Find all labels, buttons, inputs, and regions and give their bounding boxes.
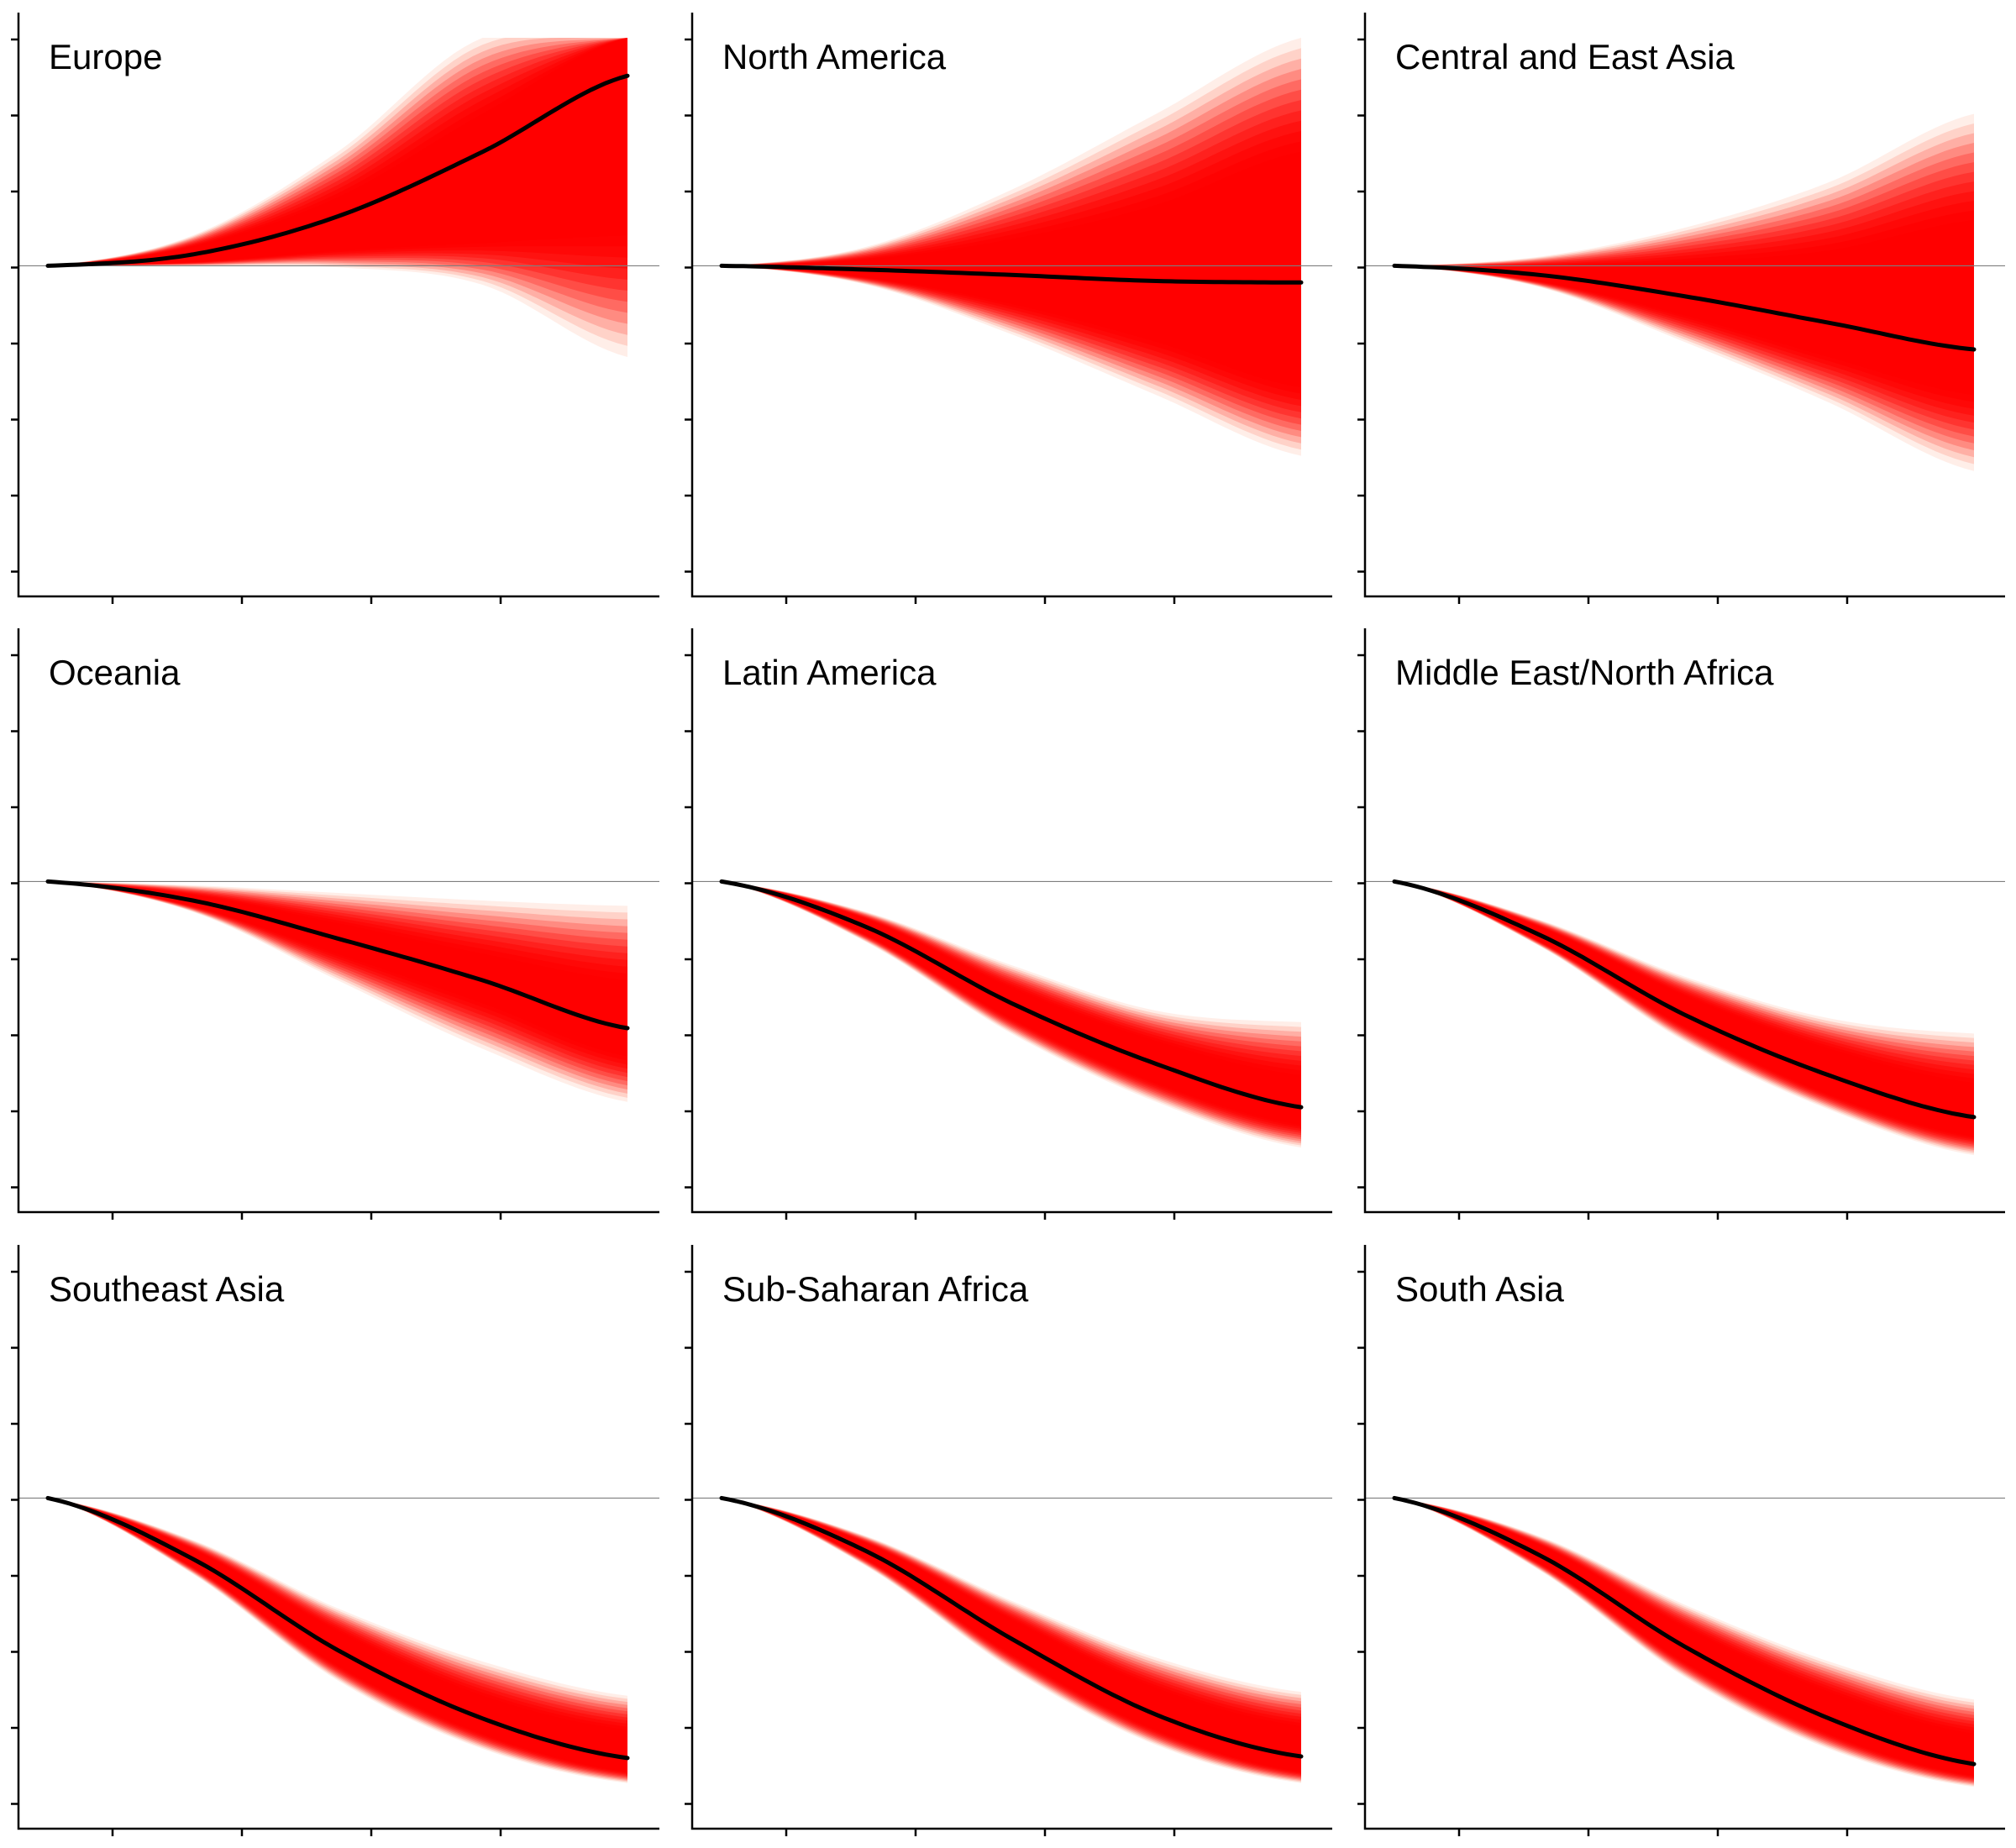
- fan-core: [48, 881, 627, 1057]
- median-line: [45, 1495, 630, 1761]
- fan-bands: [48, 881, 627, 1102]
- panel-title: North America: [722, 37, 947, 76]
- panel-title: Oceania: [49, 653, 181, 692]
- axes: [1363, 13, 2005, 598]
- panel-8: South Asia: [1357, 1245, 2005, 1836]
- axes: [17, 1245, 659, 1830]
- median-line: [1392, 263, 1977, 352]
- axes: [690, 628, 1332, 1214]
- median-line: [719, 1495, 1304, 1759]
- panel-title: Central and East Asia: [1395, 37, 1735, 76]
- panel-7: Sub-Saharan Africa: [685, 1245, 1332, 1836]
- median-line: [719, 879, 1304, 1110]
- median-line: [45, 73, 630, 268]
- axes: [17, 628, 659, 1214]
- axes: [1363, 1245, 2005, 1830]
- fan-bands: [48, 1498, 627, 1783]
- fan-bands: [1394, 113, 1974, 471]
- fan-core: [722, 151, 1301, 388]
- axes: [690, 13, 1332, 598]
- panel-title: Sub-Saharan Africa: [722, 1269, 1029, 1309]
- panel-5: Middle East/North Africa: [1357, 628, 2005, 1220]
- fan-core: [1394, 220, 1974, 396]
- panel-2: Central and East Asia: [1357, 13, 2005, 604]
- fan-band-6: [48, 881, 627, 1078]
- fan-bands: [1394, 1498, 1974, 1788]
- panel-1: North America: [685, 13, 1332, 604]
- fan-bands: [1394, 881, 1974, 1156]
- panel-0: Europe: [11, 13, 659, 604]
- fan-bands: [48, 38, 627, 357]
- panel-title: South Asia: [1395, 1269, 1564, 1309]
- axes: [17, 13, 659, 598]
- panel-title: Europe: [49, 37, 162, 76]
- fan-core: [1394, 1498, 1974, 1776]
- panel-title: Southeast Asia: [49, 1269, 285, 1309]
- fan-bands: [722, 881, 1301, 1148]
- panel-6: Southeast Asia: [11, 1245, 659, 1836]
- axes: [1363, 628, 2005, 1214]
- panel-title: Latin America: [722, 653, 937, 692]
- panel-title: Middle East/North Africa: [1395, 653, 1774, 692]
- fan-core: [722, 1498, 1301, 1772]
- median-line: [719, 263, 1304, 285]
- panel-4: Latin America: [685, 628, 1332, 1220]
- median-line: [1392, 1495, 1977, 1767]
- fan-core: [48, 38, 627, 266]
- median-line: [1392, 879, 1977, 1120]
- fan-core: [1394, 881, 1974, 1137]
- axes: [690, 1245, 1332, 1830]
- panel-3: Oceania: [11, 628, 659, 1220]
- median-line: [45, 879, 630, 1031]
- fan-core: [48, 1498, 627, 1772]
- fan-bands: [722, 38, 1301, 456]
